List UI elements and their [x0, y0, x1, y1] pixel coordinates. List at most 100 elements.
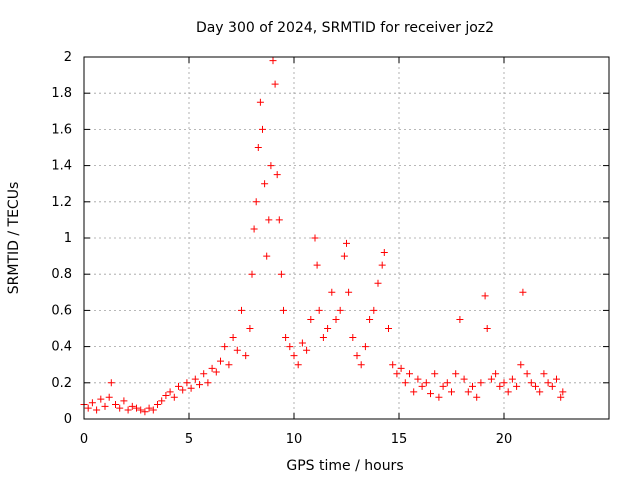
- data-point: [154, 401, 161, 409]
- data-point: [273, 171, 281, 179]
- data-point: [221, 343, 229, 351]
- data-point: [508, 375, 516, 383]
- data-point: [393, 370, 401, 378]
- data-point: [191, 375, 199, 383]
- data-point: [133, 404, 140, 412]
- data-point: [481, 292, 489, 300]
- data-point: [97, 395, 105, 403]
- data-point: [435, 393, 443, 401]
- data-point: [101, 402, 109, 410]
- data-point: [443, 379, 451, 387]
- data-point: [212, 368, 220, 376]
- data-point: [513, 382, 521, 390]
- data-point: [483, 325, 491, 332]
- data-point: [280, 306, 287, 314]
- data-point: [261, 180, 269, 188]
- data-point: [170, 393, 178, 401]
- y-tick-label: 0.4: [51, 340, 72, 355]
- data-point: [145, 404, 153, 412]
- data-point: [332, 315, 340, 323]
- data-point: [269, 57, 277, 65]
- data-point: [519, 288, 527, 296]
- data-point: [452, 370, 460, 378]
- data-point: [319, 334, 327, 342]
- data-point: [248, 270, 256, 278]
- data-point: [307, 315, 315, 323]
- data-point: [116, 404, 124, 412]
- data-point: [336, 306, 344, 314]
- data-point: [370, 306, 378, 314]
- data-point: [353, 352, 361, 360]
- data-point: [107, 379, 115, 387]
- data-point: [120, 397, 128, 405]
- data-point: [275, 216, 283, 224]
- data-point: [183, 379, 191, 387]
- data-point: [380, 248, 388, 256]
- data-point: [204, 379, 212, 387]
- data-point: [361, 343, 369, 351]
- axis-ticks: 00.20.40.60.811.21.41.61.820 5 10 15 20: [51, 50, 609, 447]
- data-point: [517, 361, 525, 369]
- data-point: [242, 352, 250, 360]
- data-point: [340, 252, 348, 260]
- data-point: [431, 370, 439, 378]
- x-tick-label: 5: [185, 432, 193, 447]
- data-point: [460, 375, 468, 383]
- y-tick-label: 1: [64, 231, 72, 246]
- data-point: [523, 370, 531, 378]
- x-axis-label: GPS time / hours: [286, 458, 403, 474]
- data-point: [414, 375, 422, 383]
- data-point: [294, 361, 302, 369]
- y-tick-label: 1.8: [51, 86, 72, 101]
- chart-title: Day 300 of 2024, SRMTID for receiver joz…: [196, 20, 494, 36]
- data-point: [162, 391, 170, 399]
- data-point: [298, 339, 306, 347]
- data-point: [271, 80, 279, 88]
- data-point: [290, 352, 298, 360]
- data-point: [254, 144, 262, 151]
- data-point: [557, 393, 565, 401]
- data-point: [410, 388, 418, 396]
- data-point: [137, 406, 145, 414]
- data-point: [366, 315, 374, 323]
- data-point: [246, 325, 254, 332]
- data-point: [492, 370, 500, 378]
- data-point: [544, 379, 552, 387]
- data-point: [343, 239, 350, 247]
- y-axis-label: SRMTID / TECUs: [6, 182, 22, 295]
- data-point: [265, 216, 273, 224]
- data-point: [233, 346, 241, 354]
- data-point: [448, 388, 455, 396]
- data-point: [532, 382, 539, 390]
- data-point: [385, 325, 392, 332]
- data-point: [397, 364, 405, 372]
- x-tick-label: 20: [496, 432, 513, 447]
- data-point: [422, 379, 430, 387]
- y-tick-label: 0: [64, 412, 72, 427]
- data-point: [179, 386, 187, 394]
- data-point: [175, 382, 182, 390]
- data-point: [286, 343, 294, 351]
- data-point: [200, 370, 208, 378]
- data-point: [374, 279, 382, 287]
- data-point: [105, 393, 113, 401]
- y-tick-label: 1.2: [51, 195, 72, 210]
- data-point: [401, 379, 409, 387]
- data-point: [282, 334, 290, 342]
- grid-lines: [84, 57, 609, 419]
- data-point: [267, 162, 275, 170]
- data-point: [389, 361, 397, 369]
- y-tick-label: 2: [64, 50, 72, 65]
- data-point: [469, 382, 476, 390]
- data-point: [93, 406, 101, 414]
- data-point: [303, 346, 311, 354]
- data-point: [250, 225, 258, 233]
- data-point: [238, 306, 245, 314]
- data-point: [229, 334, 237, 342]
- data-point: [456, 315, 464, 323]
- data-point: [559, 388, 567, 396]
- data-point: [378, 261, 386, 269]
- data-point: [263, 252, 271, 260]
- data-point: [187, 384, 195, 392]
